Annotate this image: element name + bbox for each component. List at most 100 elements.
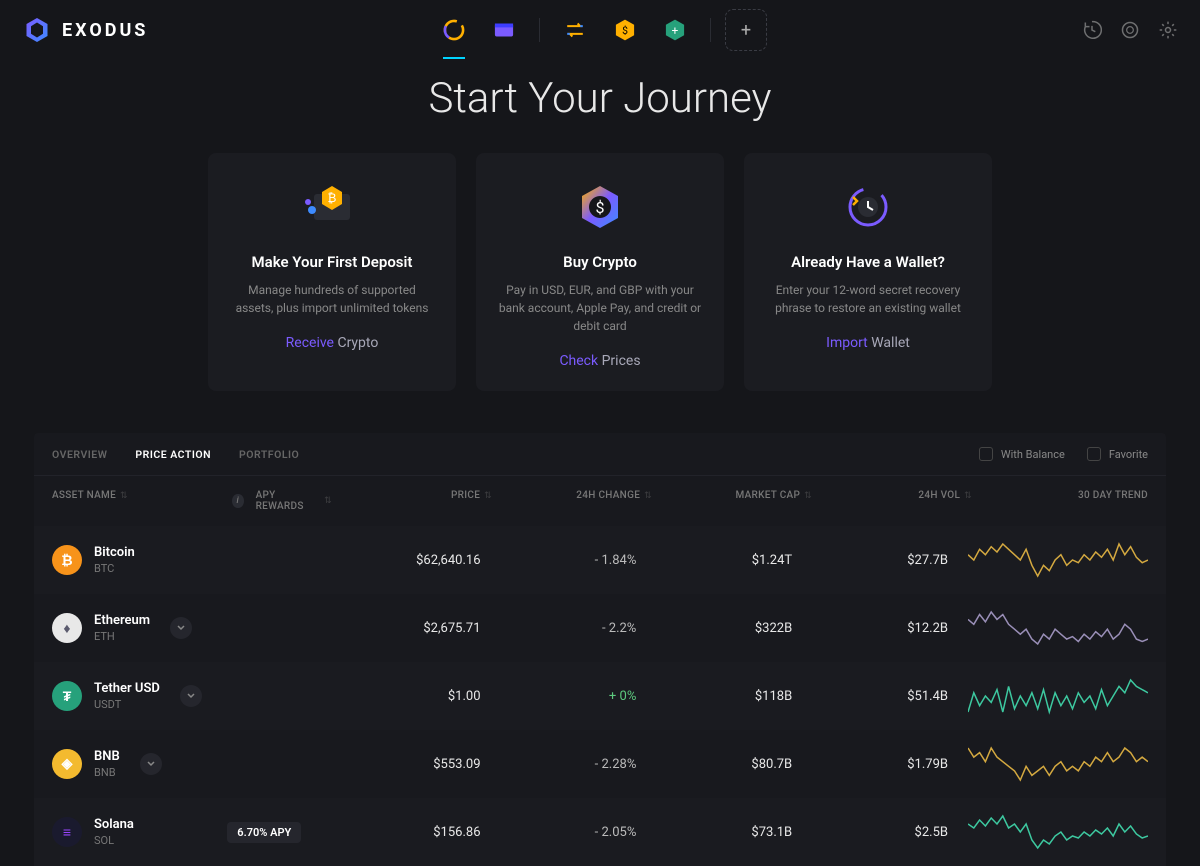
change-cell: - 2.2% xyxy=(481,621,637,636)
checkbox-label: With Balance xyxy=(1001,448,1065,461)
change-cell: - 2.05% xyxy=(481,825,637,840)
brand-name: EXODUS xyxy=(62,20,148,41)
settings-icon[interactable] xyxy=(1158,20,1178,40)
card-title: Buy Crypto xyxy=(498,253,702,271)
mcap-cell: $1.24T xyxy=(636,553,792,568)
trend-cell xyxy=(948,540,1148,580)
filter-favorite[interactable]: Favorite xyxy=(1087,447,1148,461)
sparkline xyxy=(968,608,1148,648)
apy-badge: 6.70% APY xyxy=(227,822,301,843)
asset-name: Tether USD xyxy=(94,681,160,696)
asset-row[interactable]: ≡SolanaSOL6.70% APY$156.86- 2.05%$73.1B$… xyxy=(34,798,1166,866)
tab-price-action[interactable]: PRICE ACTION xyxy=(135,448,211,461)
nav-wallet-icon[interactable] xyxy=(483,9,525,51)
change-cell: - 2.28% xyxy=(481,757,637,772)
asset-symbol: SOL xyxy=(94,834,134,847)
coin-icon: ≡ xyxy=(52,817,82,847)
checkbox-icon xyxy=(1087,447,1101,461)
expand-button[interactable] xyxy=(140,753,162,775)
nav-right xyxy=(1082,20,1178,40)
asset-cell: ◈ BNB BNB xyxy=(52,749,227,779)
asset-name: Solana xyxy=(94,817,134,832)
import-card: Already Have a Wallet? Enter your 12-wor… xyxy=(744,153,992,391)
price-cell: $156.86 xyxy=(325,825,481,840)
exodus-logo-icon xyxy=(22,15,52,45)
svg-text:$: $ xyxy=(622,24,628,37)
import-wallet-link[interactable]: Import Wallet xyxy=(766,335,970,351)
asset-symbol: USDT xyxy=(94,698,160,711)
chevron-down-icon xyxy=(176,623,186,633)
card-desc: Manage hundreds of supported assets, plu… xyxy=(230,281,434,317)
nav-swap-icon[interactable] xyxy=(554,9,596,51)
history-icon[interactable] xyxy=(1082,20,1102,40)
coin-icon: ₮ xyxy=(52,681,82,711)
nav-add-button[interactable]: + xyxy=(725,9,767,51)
price-cell: $62,640.16 xyxy=(325,553,481,568)
col-apy[interactable]: iAPY REWARDS⇅ xyxy=(232,490,332,512)
card-desc: Enter your 12-word secret recovery phras… xyxy=(766,281,970,317)
svg-text:+: + xyxy=(672,24,679,38)
tab-overview[interactable]: OVERVIEW xyxy=(52,448,107,461)
onboarding-cards: ₿ Make Your First Deposit Manage hundred… xyxy=(0,153,1200,391)
asset-row[interactable]: ₿BitcoinBTC $62,640.16- 1.84%$1.24T$27.7B xyxy=(34,526,1166,594)
coin-icon: ◈ xyxy=(52,749,82,779)
asset-row[interactable]: ◈BNBBNB$553.09- 2.28%$80.7B$1.79B xyxy=(34,730,1166,798)
asset-row[interactable]: ♦EthereumETH$2,675.71- 2.2%$322B$12.2B xyxy=(34,594,1166,662)
coin-icon: ₿ xyxy=(52,545,82,575)
asset-symbol: BNB xyxy=(94,766,120,779)
nav-buy-icon[interactable]: $ xyxy=(604,9,646,51)
coin-icon: ♦ xyxy=(52,613,82,643)
svg-text:$: $ xyxy=(596,198,605,217)
asset-cell: ≡ Solana SOL xyxy=(52,817,227,847)
col-asset-name[interactable]: ASSET NAME⇅ xyxy=(52,490,232,512)
sparkline xyxy=(968,676,1148,716)
filter-with-balance[interactable]: With Balance xyxy=(979,447,1065,461)
check-prices-link[interactable]: Check Prices xyxy=(498,353,702,369)
tab-portfolio[interactable]: PORTFOLIO xyxy=(239,448,299,461)
col-mcap[interactable]: MARKET CAP⇅ xyxy=(652,490,812,512)
apy-cell: 6.70% APY xyxy=(227,822,324,843)
change-cell: - 1.84% xyxy=(481,553,637,568)
card-title: Make Your First Deposit xyxy=(230,253,434,271)
vol-cell: $51.4B xyxy=(792,689,948,704)
import-card-icon xyxy=(766,179,970,235)
vol-cell: $27.7B xyxy=(792,553,948,568)
col-vol[interactable]: 24H VOL⇅ xyxy=(812,490,972,512)
nav-center: $ + + xyxy=(433,9,767,51)
sparkline xyxy=(968,540,1148,580)
price-cell: $2,675.71 xyxy=(325,621,481,636)
asset-cell: ₮ Tether USD USDT xyxy=(52,681,227,711)
col-change[interactable]: 24H CHANGE⇅ xyxy=(492,490,652,512)
app-header: EXODUS $ + + xyxy=(0,0,1200,60)
expand-button[interactable] xyxy=(180,685,202,707)
checkbox-icon xyxy=(979,447,993,461)
help-icon[interactable] xyxy=(1120,20,1140,40)
checkbox-label: Favorite xyxy=(1109,448,1148,461)
buy-card-icon: $ xyxy=(498,179,702,235)
asset-cell: ♦EthereumETH xyxy=(52,613,227,643)
col-price[interactable]: PRICE⇅ xyxy=(332,490,492,512)
trend-cell xyxy=(948,676,1148,716)
chevron-down-icon xyxy=(146,759,156,769)
card-title: Already Have a Wallet? xyxy=(766,253,970,271)
card-desc: Pay in USD, EUR, and GBP with your bank … xyxy=(498,281,702,335)
deposit-card: ₿ Make Your First Deposit Manage hundred… xyxy=(208,153,456,391)
panel-tabs: OVERVIEW PRICE ACTION PORTFOLIO With Bal… xyxy=(34,433,1166,476)
expand-button[interactable] xyxy=(170,617,192,639)
deposit-card-icon: ₿ xyxy=(230,179,434,235)
asset-row[interactable]: ₮Tether USDUSDT$1.00+ 0%$118B$51.4B xyxy=(34,662,1166,730)
nav-add-asset-icon[interactable]: + xyxy=(654,9,696,51)
asset-symbol: ETH xyxy=(94,630,150,643)
receive-crypto-link[interactable]: Receive Crypto xyxy=(230,335,434,351)
nav-portfolio-icon[interactable] xyxy=(433,9,475,51)
trend-cell xyxy=(948,608,1148,648)
mcap-cell: $322B xyxy=(636,621,792,636)
asset-name: BNB xyxy=(94,749,120,764)
mcap-cell: $73.1B xyxy=(636,825,792,840)
asset-cell: ₿BitcoinBTC xyxy=(52,545,227,575)
col-trend: 30 DAY TREND xyxy=(972,490,1148,512)
nav-divider xyxy=(539,18,540,42)
svg-text:₿: ₿ xyxy=(328,191,337,205)
vol-cell: $1.79B xyxy=(792,757,948,772)
brand-logo[interactable]: EXODUS xyxy=(22,15,148,45)
